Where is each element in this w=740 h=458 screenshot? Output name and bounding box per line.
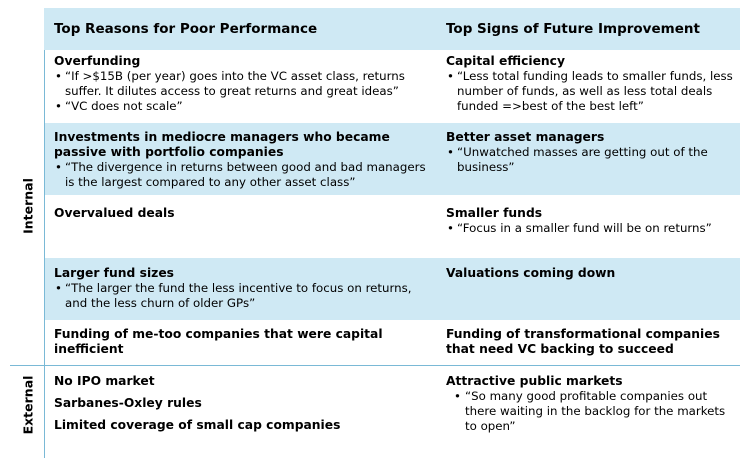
reason-quote: “VC does not scale” bbox=[54, 99, 434, 114]
external-label: External bbox=[20, 375, 36, 435]
sign-valuations-down: Valuations coming down bbox=[446, 266, 736, 281]
sign-better-managers: Better asset managers “Unwatched masses … bbox=[446, 130, 736, 175]
reason-title: Funding of me-too companies that were ca… bbox=[54, 327, 383, 356]
reason-title: Overvalued deals bbox=[54, 206, 175, 220]
reason-mediocre-managers: Investments in mediocre managers who bec… bbox=[54, 130, 434, 190]
reason-title: Limited coverage of small cap companies bbox=[54, 418, 341, 432]
reason-external: No IPO market Sarbanes-Oxley rules Limit… bbox=[54, 374, 434, 433]
header-poor-performance: Top Reasons for Poor Performance bbox=[54, 21, 318, 37]
sign-quote: “So many good profitable companies out t… bbox=[446, 389, 736, 434]
sign-quote: “Focus in a smaller fund will be on retu… bbox=[446, 221, 736, 236]
reason-title: Overfunding bbox=[54, 54, 141, 68]
internal-label: Internal bbox=[20, 178, 36, 234]
reason-overvalued-deals: Overvalued deals bbox=[54, 206, 434, 221]
section-vertical-rule bbox=[44, 50, 45, 458]
sign-capital-efficiency: Capital efficiency “Less total funding l… bbox=[446, 54, 736, 114]
reason-title: Investments in mediocre managers who bec… bbox=[54, 130, 390, 159]
reason-larger-funds: Larger fund sizes “The larger the fund t… bbox=[54, 266, 434, 311]
sign-title: Funding of transformational companies th… bbox=[446, 327, 720, 356]
section-divider bbox=[10, 365, 740, 366]
sign-quote: “Unwatched masses are getting out of the… bbox=[446, 145, 736, 175]
sign-title: Smaller funds bbox=[446, 206, 543, 220]
reason-title: No IPO market bbox=[54, 374, 155, 388]
sign-public-markets: Attractive public markets “So many good … bbox=[446, 374, 736, 434]
sign-title: Better asset managers bbox=[446, 130, 605, 144]
reason-title: Sarbanes-Oxley rules bbox=[54, 396, 202, 410]
header-band bbox=[44, 8, 740, 50]
reason-quote: “If >$15B (per year) goes into the VC as… bbox=[54, 69, 434, 99]
sign-title: Valuations coming down bbox=[446, 266, 616, 280]
reason-me-too-funding: Funding of me-too companies that were ca… bbox=[54, 327, 434, 357]
sign-title: Attractive public markets bbox=[446, 374, 623, 388]
sign-smaller-funds: Smaller funds “Focus in a smaller fund w… bbox=[446, 206, 736, 236]
reason-overfunding: Overfunding “If >$15B (per year) goes in… bbox=[54, 54, 434, 114]
sign-quote: “Less total funding leads to smaller fun… bbox=[446, 69, 736, 114]
reason-title: Larger fund sizes bbox=[54, 266, 174, 280]
reason-quote: “The divergence in returns between good … bbox=[54, 160, 434, 190]
reason-quote: “The larger the fund the less incentive … bbox=[54, 281, 434, 311]
header-future-improvement: Top Signs of Future Improvement bbox=[446, 21, 700, 37]
sign-title: Capital efficiency bbox=[446, 54, 565, 68]
sign-transformational-funding: Funding of transformational companies th… bbox=[446, 327, 736, 357]
